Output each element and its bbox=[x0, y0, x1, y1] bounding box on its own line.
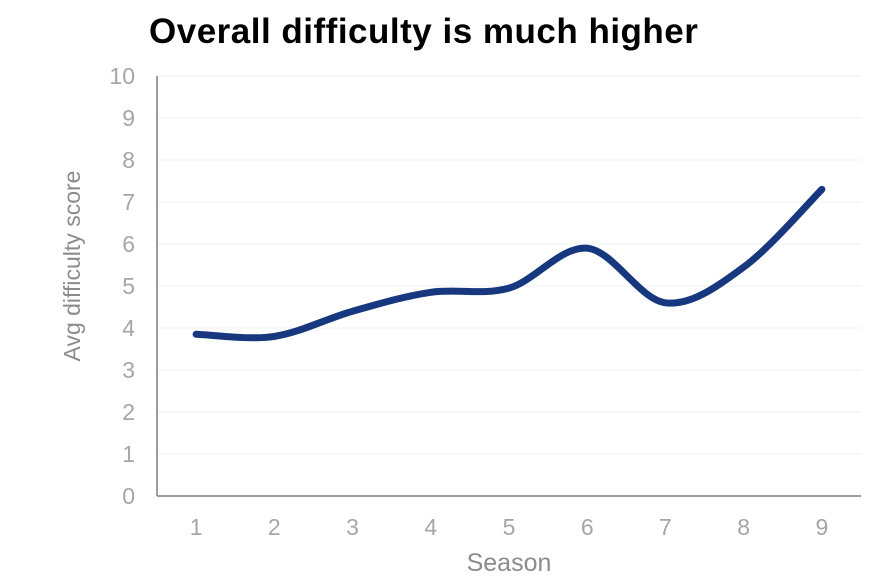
y-tick-label: 4 bbox=[122, 315, 135, 341]
y-tick-label: 1 bbox=[122, 441, 135, 467]
x-tick-label: 2 bbox=[268, 514, 281, 540]
x-tick-label: 7 bbox=[659, 514, 672, 540]
x-tick-label: 3 bbox=[346, 514, 359, 540]
y-tick-label: 7 bbox=[122, 189, 135, 215]
x-tick-label: 6 bbox=[581, 514, 594, 540]
x-tick-label: 9 bbox=[815, 514, 828, 540]
y-tick-labels: 0 1 2 3 4 5 6 7 8 9 10 bbox=[109, 63, 135, 509]
y-tick-label: 10 bbox=[109, 63, 135, 89]
gridlines bbox=[157, 75, 861, 455]
y-tick-label: 5 bbox=[122, 273, 135, 299]
x-tick-label: 1 bbox=[190, 514, 203, 540]
x-tick-label: 5 bbox=[503, 514, 516, 540]
y-tick-label: 6 bbox=[122, 231, 135, 257]
x-tick-label: 4 bbox=[424, 514, 437, 540]
x-tick-label: 8 bbox=[737, 514, 750, 540]
chart-title: Overall difficulty is much higher bbox=[149, 12, 699, 51]
y-tick-label: 0 bbox=[122, 483, 135, 509]
x-tick-labels: 1 2 3 4 5 6 7 8 9 bbox=[190, 514, 829, 540]
x-axis-title: Season bbox=[466, 549, 552, 577]
y-tick-label: 9 bbox=[122, 105, 135, 131]
y-tick-label: 3 bbox=[122, 357, 135, 383]
y-tick-label: 2 bbox=[122, 399, 135, 425]
y-tick-label: 8 bbox=[122, 147, 135, 173]
difficulty-curve-series bbox=[192, 185, 826, 342]
